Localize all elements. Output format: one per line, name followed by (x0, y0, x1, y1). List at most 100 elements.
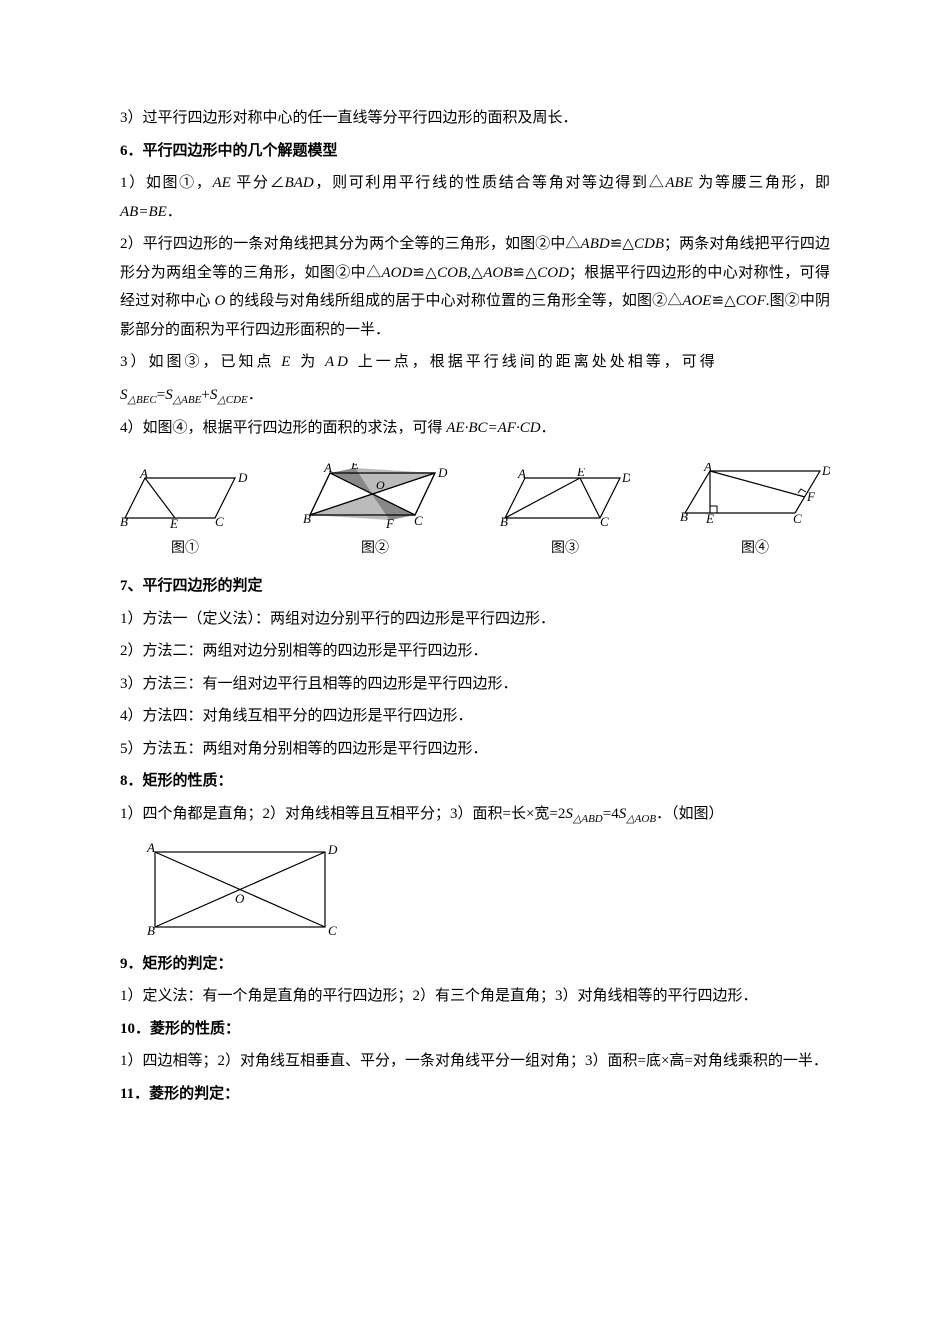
var: S (165, 387, 173, 403)
heading-9: 9．矩形的判定： (120, 950, 830, 979)
var: CDB (634, 236, 664, 252)
svg-text:E: E (169, 516, 178, 528)
svg-text:E: E (576, 468, 585, 479)
heading-6: 6．平行四边形中的几个解题模型 (120, 137, 830, 166)
sub: △CDE (217, 394, 247, 406)
var-ab-be: AB=BE (120, 204, 167, 220)
para-6-3: 3）如图③，已知点 E 为 AD 上一点，根据平行线间的距离处处相等，可得 (120, 348, 830, 377)
para-6-1: 1）如图①，AE 平分∠BAD，则可利用平行线的性质结合等角对等边得到△ABE … (120, 169, 830, 226)
heading-10: 10．菱形的性质： (120, 1015, 830, 1044)
svg-text:E: E (350, 463, 359, 472)
var: COF (736, 293, 766, 309)
text: 为 (293, 354, 325, 370)
var: S (120, 387, 128, 403)
svg-text:C: C (215, 514, 224, 528)
para-5-3: 3）过平行四边形对称中心的任一直线等分平行四边形的面积及周长． (120, 104, 830, 133)
figure-2: A E D B F C O 图② (300, 463, 450, 563)
sub: △AOB (626, 813, 656, 825)
text: ． (248, 387, 263, 403)
var: AE·BC=AF·CD (446, 420, 540, 436)
svg-text:D: D (237, 470, 248, 485)
text: 2）平行四边形的一条对角线把其分为两个全等的三角形，如图②中△ (120, 236, 581, 252)
var: S (565, 806, 573, 822)
svg-text:A: A (517, 468, 526, 481)
var: COD (537, 265, 569, 281)
text: + (201, 387, 209, 403)
text: ． (541, 420, 556, 436)
text: 上一点，根据平行线间的距离处处相等，可得 (351, 354, 718, 370)
sub: △BEC (128, 394, 157, 406)
sub: △ABD (573, 813, 603, 825)
text: ≌△ (711, 293, 735, 309)
text: ．（如图） (656, 806, 724, 822)
figure-1-caption: 图① (120, 536, 250, 563)
var: E (281, 354, 293, 370)
svg-text:D: D (327, 842, 338, 857)
svg-text:B: B (680, 509, 688, 524)
svg-text:B: B (303, 511, 311, 526)
svg-text:B: B (500, 514, 508, 528)
para-10-1: 1）四边相等；2）对角线互相垂直、平分，一条对角线平分一组对角；3）面积=底×高… (120, 1047, 830, 1076)
para-9-1: 1）定义法：有一个角是直角的平行四边形；2）有三个角是直角；3）对角线相等的平行… (120, 982, 830, 1011)
parallelogram-3-svg: A E D B C (500, 468, 630, 528)
text: 的线段与对角线所组成的居于中心对称位置的三角形全等，如图②△ (225, 293, 682, 309)
svg-text:D: D (821, 463, 830, 478)
rectangle-svg: A D B C O (140, 840, 340, 940)
var: AOB (483, 265, 512, 281)
svg-text:O: O (235, 891, 245, 906)
para-7-1: 1）方法一（定义法）：两组对边分别平行的四边形是平行四边形． (120, 605, 830, 634)
var-bad: BAD (285, 175, 314, 191)
heading-8: 8．矩形的性质： (120, 767, 830, 796)
figure-4: A D F B E C 图④ (680, 463, 830, 563)
text: 1）如图①， (120, 175, 213, 191)
svg-text:C: C (328, 923, 337, 938)
text: 1）四个角都是直角；2）对角线相等且互相平分；3）面积=长×宽=2 (120, 806, 565, 822)
var-ae: AE (213, 175, 231, 191)
sub: △ABE (173, 394, 202, 406)
svg-text:B: B (147, 923, 155, 938)
heading-11: 11．菱形的判定： (120, 1080, 830, 1109)
heading-7: 7、平行四边形的判定 (120, 572, 830, 601)
svg-text:D: D (437, 465, 448, 480)
svg-text:O: O (376, 478, 385, 492)
svg-text:F: F (385, 516, 395, 528)
text: ≌△ (512, 265, 537, 281)
svg-text:F: F (806, 489, 816, 504)
var: AOD (381, 265, 412, 281)
text: 平分∠ (231, 175, 285, 191)
para-6-3-eq: S△BEC=S△ABE+S△CDE． (120, 381, 830, 411)
text: ． (167, 204, 182, 220)
para-7-3: 3）方法三：有一组对边平行且相等的四边形是平行四边形． (120, 670, 830, 699)
parallelogram-4-svg: A D F B E C (680, 463, 830, 528)
svg-text:C: C (600, 514, 609, 528)
var: ABD (581, 236, 610, 252)
text: =4 (603, 806, 619, 822)
text: 4）如图④，根据平行四边形的面积的求法，可得 (120, 420, 446, 436)
var: O (214, 293, 225, 309)
var: AD (325, 354, 351, 370)
text: 为等腰三角形，即 (693, 175, 830, 191)
var-abe: ABE (665, 175, 693, 191)
svg-text:E: E (705, 511, 714, 526)
text: = (157, 387, 165, 403)
svg-text:C: C (793, 511, 802, 526)
figure-1: A D B C E 图① (120, 468, 250, 563)
para-7-2: 2）方法二：两组对边分别相等的四边形是平行四边形． (120, 637, 830, 666)
figure-2-caption: 图② (300, 536, 450, 563)
figure-3-caption: 图③ (500, 536, 630, 563)
para-7-5: 5）方法五：两组对角分别相等的四边形是平行四边形． (120, 735, 830, 764)
text: ，则可利用平行线的性质结合等角对等边得到△ (314, 175, 666, 191)
svg-text:A: A (139, 468, 148, 481)
para-6-2: 2）平行四边形的一条对角线把其分为两个全等的三角形，如图②中△ABD≌△CDB；… (120, 230, 830, 344)
para-8-1: 1）四个角都是直角；2）对角线相等且互相平分；3）面积=长×宽=2S△ABD=4… (120, 800, 830, 830)
figure-3: A E D B C 图③ (500, 468, 630, 563)
parallelogram-1-svg: A D B C E (120, 468, 250, 528)
svg-text:C: C (414, 513, 423, 528)
var: COB (437, 265, 467, 281)
svg-text:A: A (323, 463, 332, 475)
text: ≌△ (412, 265, 437, 281)
text: 3）如图③，已知点 (120, 354, 281, 370)
var: AOE (682, 293, 711, 309)
figure-4-caption: 图④ (680, 536, 830, 563)
text: ,△ (467, 265, 483, 281)
